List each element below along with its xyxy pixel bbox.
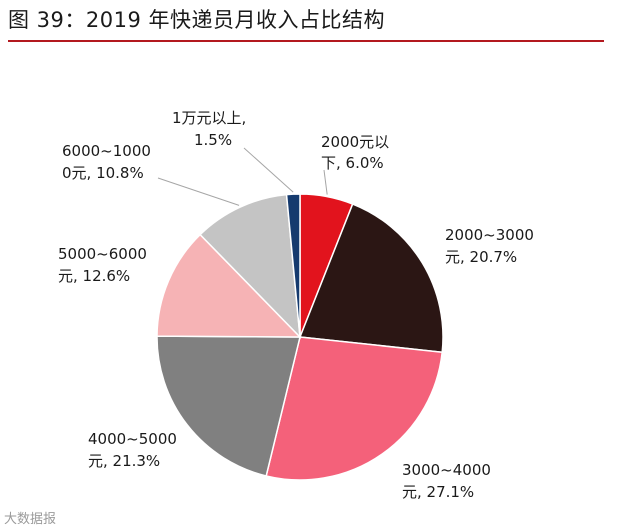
leader-line-s2000 (323, 169, 328, 195)
pie-slices (156, 193, 444, 481)
pie-slice-s2000_3000 (298, 203, 444, 354)
pie-slice-s6000_10000 (199, 193, 301, 340)
pie-slice-s3000_4000 (265, 336, 444, 481)
pie-slice-s10000plus (285, 193, 301, 338)
label-s5000-6000-line1: 5000~6000 (58, 245, 147, 263)
label-s2000-line1: 2000元以 (321, 133, 389, 151)
pie-slice-s4000_5000 (156, 335, 301, 477)
label-s2000: 2000元以 下, 6.0% (321, 133, 394, 172)
pie-slice-s5000_6000 (156, 233, 302, 338)
label-s2000-line2: 下, 6.0% (321, 154, 384, 172)
label-s10000plus-line2: 1.5% (194, 131, 232, 149)
label-s10000plus: 1万元以上, 1.5% (172, 109, 251, 149)
label-s4000-5000: 4000~5000 元, 21.3% (88, 430, 182, 470)
label-s5000-6000-line2: 元, 12.6% (58, 267, 130, 285)
leader-line-s10000plus (243, 147, 294, 193)
label-s4000-5000-line2: 元, 21.3% (88, 452, 160, 470)
label-s5000-6000: 5000~6000 元, 12.6% (58, 245, 152, 285)
label-s3000-4000: 3000~4000 元, 27.1% (402, 461, 496, 501)
label-s2000-3000: 2000~3000 元, 20.7% (445, 226, 539, 266)
leader-lines (157, 147, 328, 206)
label-s2000-3000-line1: 2000~3000 (445, 226, 534, 244)
label-s6000-10000: 6000~1000 0元, 10.8% (62, 142, 156, 182)
label-s3000-4000-line1: 3000~4000 (402, 461, 491, 479)
figure-title: 图 39：2019 年快递员月收入占比结构 (8, 8, 386, 32)
label-s4000-5000-line1: 4000~5000 (88, 430, 177, 448)
leader-line-s6000_10000 (157, 177, 240, 206)
label-s3000-4000-line2: 元, 27.1% (402, 483, 474, 501)
label-s2000-3000-line2: 元, 20.7% (445, 248, 517, 266)
title-rule (8, 40, 604, 42)
label-s6000-10000-line1: 6000~1000 (62, 142, 151, 160)
label-s6000-10000-line2: 0元, 10.8% (62, 164, 144, 182)
watermark: 大数据报 (4, 512, 57, 527)
label-s10000plus-line1: 1万元以上, (172, 109, 246, 127)
